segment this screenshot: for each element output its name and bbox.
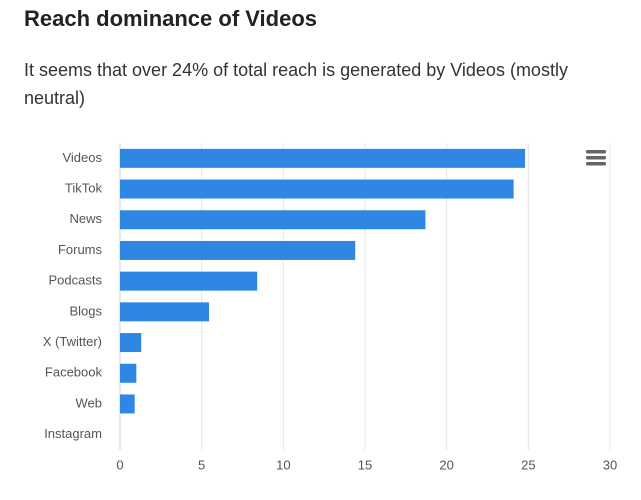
y-tick-label: Podcasts bbox=[49, 273, 103, 288]
bar bbox=[120, 333, 142, 353]
y-tick-label: X (Twitter) bbox=[43, 334, 102, 349]
bar bbox=[120, 394, 135, 414]
y-tick-label: Blogs bbox=[69, 303, 102, 318]
bar bbox=[120, 240, 356, 260]
x-tick-label: 10 bbox=[276, 457, 290, 472]
x-tick-label: 25 bbox=[521, 457, 535, 472]
x-tick-label: 20 bbox=[439, 457, 453, 472]
y-tick-label: TikTok bbox=[65, 180, 103, 195]
bar bbox=[120, 271, 258, 291]
menu-button[interactable] bbox=[586, 150, 606, 166]
x-tick-label: 15 bbox=[358, 457, 372, 472]
chart-title: Reach dominance of Videos bbox=[24, 6, 318, 31]
bar bbox=[120, 302, 210, 322]
bar bbox=[120, 148, 526, 168]
bar bbox=[120, 210, 426, 230]
y-tick-label: News bbox=[69, 211, 102, 226]
bar bbox=[120, 363, 137, 383]
y-tick-label: Facebook bbox=[45, 365, 103, 380]
x-tick-label: 0 bbox=[116, 457, 123, 472]
y-tick-label: Instagram bbox=[44, 426, 102, 441]
chart-subtitle: It seems that over 24% of total reach is… bbox=[24, 60, 568, 108]
x-tick-label: 30 bbox=[603, 457, 617, 472]
y-tick-label: Videos bbox=[62, 150, 102, 165]
x-tick-label: 5 bbox=[198, 457, 205, 472]
bar bbox=[120, 179, 514, 199]
y-tick-label: Forums bbox=[58, 242, 103, 257]
y-tick-label: Web bbox=[76, 395, 103, 410]
